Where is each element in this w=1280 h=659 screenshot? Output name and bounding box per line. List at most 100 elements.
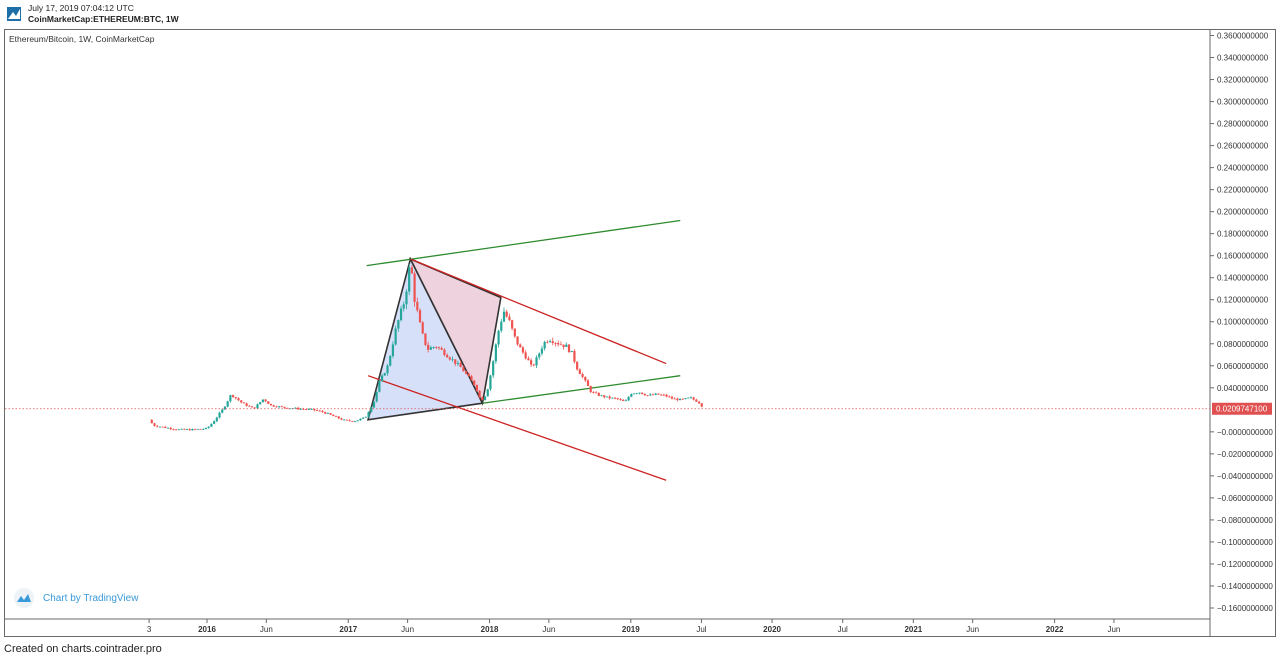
y-tick-label: 0.1200000000 [1217,296,1269,305]
candle-body [665,394,668,397]
candle-body [529,360,533,365]
candle-body [256,404,259,409]
candle-body [538,353,541,358]
tradingview-watermark[interactable]: Chart by TradingView [14,588,139,608]
x-tick-label: Jun [260,625,273,634]
candle-body [351,420,354,422]
candle-body [500,321,503,331]
y-tick-label: 0.2000000000 [1217,208,1269,217]
candle-body [524,352,527,359]
candle-body [646,395,649,397]
symbol-label: CoinMarketCap:ETHEREUM:BTC, 1W [28,14,179,24]
footer-credit: Created on charts.cointrader.pro [4,643,162,655]
candle-body [194,429,197,430]
candle-body [684,398,687,400]
candle-body [383,373,386,376]
candle-body [296,407,300,410]
y-tick-label: −0.0600000000 [1217,494,1273,503]
candle-body [429,347,432,350]
time-axis[interactable]: 3 2016 Jun 2017 Jun 2018 Jun 2019 Jul 2020 Jul 2021… [147,619,1121,634]
y-tick-label: 0.2600000000 [1217,142,1269,151]
price-chart[interactable]: Ethereum/Bitcoin, 1W, CoinMarketCap 0.02… [0,0,1280,643]
candle-body [448,357,451,360]
candle-body [459,362,462,368]
candle-body [603,395,606,398]
candle-body [611,397,614,399]
price-axis[interactable]: 0.3600000000 0.3400000000 0.3200000000 0.30… [1210,32,1273,613]
candle-body [475,384,479,391]
candle-body [283,406,286,408]
red-trend-line[interactable] [410,258,667,365]
candle-body [678,398,682,401]
candle-body [432,347,435,348]
x-tick-label: 2020 [763,625,781,634]
red-trend-line[interactable] [367,375,667,481]
triangle-pink[interactable] [408,257,502,406]
candle-body [362,417,365,419]
candle-body [324,412,327,414]
candle-body [589,386,592,393]
candle-body [689,397,693,399]
candle-body [370,407,373,413]
candle-body [527,358,530,361]
candle-body [343,419,346,421]
candle-body [318,410,321,412]
green-trend-line[interactable] [482,375,681,404]
snapshot-timestamp: July 17, 2019 07:04:12 UTC [28,3,134,13]
candle-body [340,418,343,420]
candle-body [245,403,248,406]
candle-body [353,421,357,423]
candle-body [660,394,663,396]
candle-body [649,394,652,396]
candle-body [359,418,362,421]
candle-body [413,273,416,302]
candle-body [391,344,395,356]
candle-body [511,320,514,329]
candle-body [399,308,403,321]
candle-body [651,394,655,396]
candle-body [673,398,676,400]
candle-body [573,350,576,362]
y-tick-label: 0.1800000000 [1217,230,1269,239]
candle-body [641,392,644,395]
x-tick-label: 2021 [904,625,922,634]
candle-body [635,393,638,395]
y-tick-label: −0.1200000000 [1217,560,1273,569]
candle-body [700,403,703,407]
candle-body [264,399,267,402]
candle-body [489,375,492,390]
candle-body [210,423,213,427]
candle-body [578,369,581,375]
candle-body [299,408,302,410]
candle-body [605,396,609,398]
candle-body [402,304,405,309]
x-tick-label: Jul [696,625,706,634]
candle-body [207,426,210,428]
candle-body [380,375,384,382]
candle-body [375,391,378,402]
candle-body [378,381,381,392]
x-tick-label: 2017 [339,625,357,634]
candle-body [253,407,256,409]
candle-body [286,407,289,409]
candle-body [166,427,170,429]
candle-body [294,407,297,409]
candle-body [451,359,454,361]
candle-body [576,361,579,370]
candle-body [502,311,506,322]
candle-body [619,399,622,400]
x-tick-label: 2018 [481,625,499,634]
candle-body [183,428,186,430]
candle-body [570,350,573,353]
candle-body [416,301,419,311]
y-tick-label: −0.1600000000 [1217,604,1273,613]
tradingview-logo-icon [7,7,21,21]
y-tick-label: 0.0600000000 [1217,362,1269,371]
candle-body [505,311,508,317]
candle-body [269,403,273,406]
candle-body [668,396,671,398]
candle-body [175,429,178,431]
candle-body [424,333,427,345]
green-trend-line[interactable] [366,219,681,267]
candle-body [443,349,446,356]
